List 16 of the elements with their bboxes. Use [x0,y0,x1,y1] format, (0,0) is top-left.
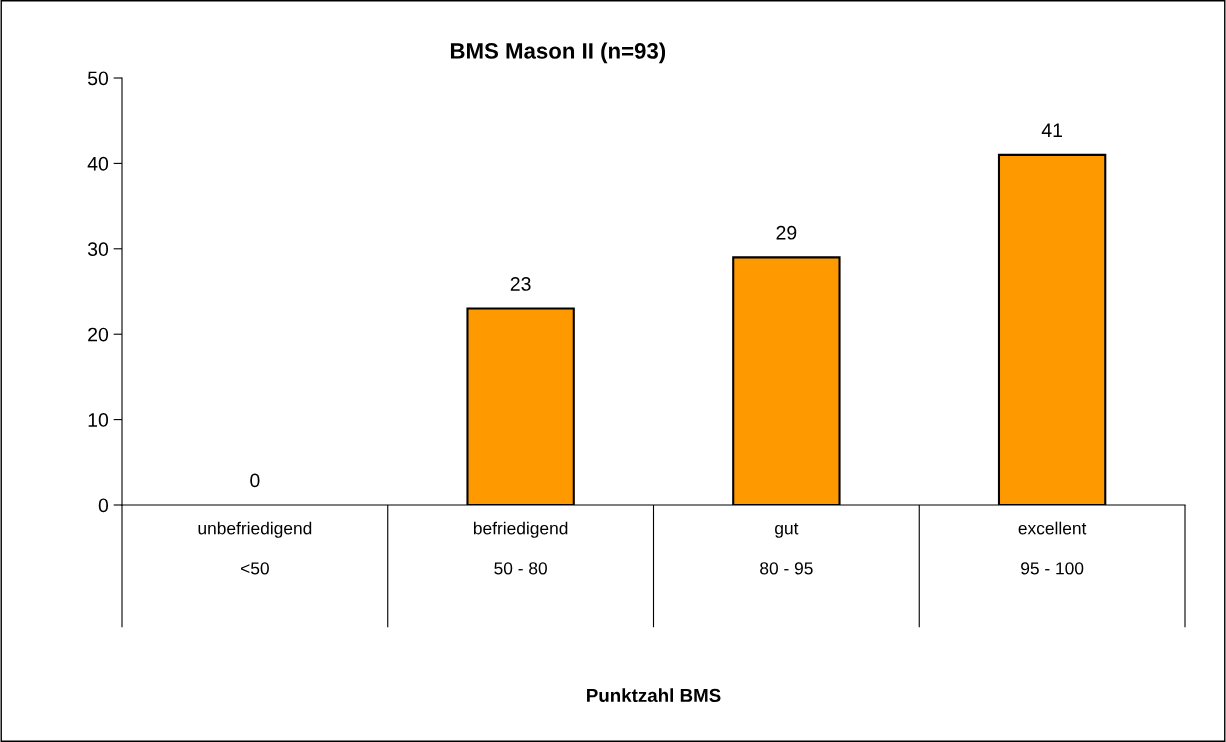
category-label: unbefriedigend <50 [198,521,312,575]
y-tick-label: 30 [87,242,109,257]
y-tick-label: 20 [88,327,109,342]
category-label: gut 80 - 95 [760,523,813,575]
data-label: 23 [510,277,531,291]
y-tick-label: 0 [98,498,109,513]
y-tick-label: 50 [87,71,109,86]
y-tick-label: 10 [88,413,109,427]
category-label: befriedigend 50 - 80 [473,521,568,575]
data-label: 0 [250,473,260,488]
data-label: 29 [776,225,797,240]
y-tick-label: 40 [87,156,109,171]
data-label: 41 [1041,123,1062,137]
category-label: excellent 95 - 100 [1018,521,1087,575]
text: Punktzahl BMS [587,688,721,703]
chart-title: BMS Mason II (n=93) [450,42,666,64]
